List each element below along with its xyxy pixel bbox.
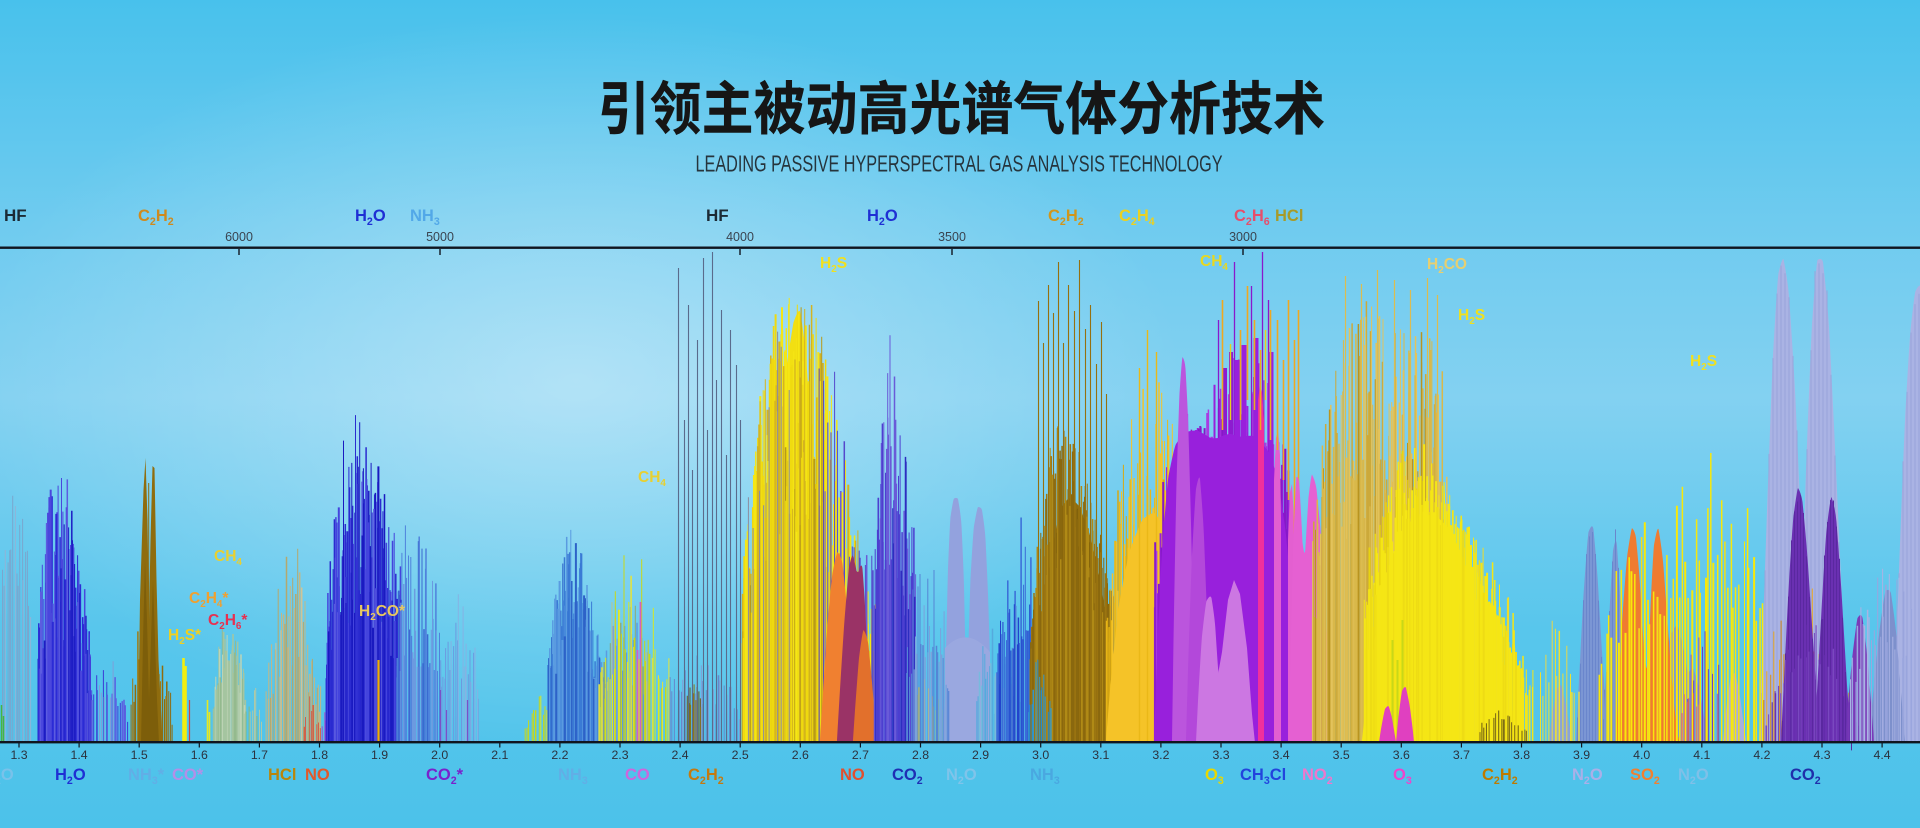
svg-text:2.2: 2.2	[551, 748, 568, 762]
svg-text:1.4: 1.4	[71, 748, 88, 762]
svg-text:NO2: NO2	[1302, 766, 1333, 787]
svg-text:3.6: 3.6	[1393, 748, 1410, 762]
svg-text:H2S: H2S	[1690, 353, 1717, 373]
svg-text:1.3: 1.3	[10, 748, 27, 762]
svg-text:C2H2: C2H2	[688, 766, 724, 787]
svg-text:NH3: NH3	[1030, 766, 1060, 787]
svg-text:5000: 5000	[426, 230, 454, 244]
svg-text:CO2: CO2	[892, 766, 923, 787]
svg-text:4.0: 4.0	[1633, 748, 1650, 762]
svg-text:1.7: 1.7	[251, 748, 268, 762]
svg-text:CH4: CH4	[638, 469, 666, 489]
svg-text:1.9: 1.9	[371, 748, 388, 762]
svg-text:1.5: 1.5	[131, 748, 148, 762]
svg-text:NH3: NH3	[558, 766, 588, 787]
svg-text:C2H4*: C2H4*	[189, 590, 229, 610]
svg-text:2O: 2O	[0, 766, 14, 787]
svg-text:3.2: 3.2	[1152, 748, 1169, 762]
svg-text:CO*: CO*	[172, 766, 204, 784]
svg-text:N2O: N2O	[1572, 766, 1603, 787]
svg-text:CO2: CO2	[1790, 766, 1821, 787]
svg-text:3.4: 3.4	[1273, 748, 1290, 762]
svg-text:2.3: 2.3	[611, 748, 628, 762]
svg-text:2.5: 2.5	[732, 748, 749, 762]
svg-text:4.1: 4.1	[1693, 748, 1710, 762]
svg-text:NO: NO	[305, 766, 330, 784]
svg-text:4.2: 4.2	[1753, 748, 1770, 762]
svg-text:3.1: 3.1	[1092, 748, 1109, 762]
svg-text:NH3: NH3	[410, 207, 440, 228]
svg-text:C2H2: C2H2	[1482, 766, 1518, 787]
svg-text:H2S*: H2S*	[168, 627, 202, 647]
svg-text:O3: O3	[1205, 766, 1224, 787]
svg-text:CH3Cl: CH3Cl	[1240, 766, 1286, 787]
svg-text:H2O: H2O	[355, 207, 386, 228]
svg-text:C2H2: C2H2	[1048, 207, 1084, 228]
svg-text:HCl: HCl	[268, 766, 296, 784]
svg-text:NO: NO	[840, 766, 865, 784]
svg-text:4.4: 4.4	[1874, 748, 1891, 762]
svg-text:3.5: 3.5	[1333, 748, 1350, 762]
svg-text:2.9: 2.9	[972, 748, 989, 762]
svg-text:3.8: 3.8	[1513, 748, 1530, 762]
svg-text:C2H4: C2H4	[1119, 207, 1155, 228]
svg-text:C2H2: C2H2	[138, 207, 174, 228]
svg-text:3000: 3000	[1229, 230, 1257, 244]
svg-text:C2H6: C2H6	[1234, 207, 1270, 228]
svg-text:SO2: SO2	[1630, 766, 1660, 787]
svg-text:H2O: H2O	[55, 766, 86, 787]
svg-text:H2CO*: H2CO*	[359, 603, 406, 623]
svg-text:2.8: 2.8	[912, 748, 929, 762]
svg-text:H2O: H2O	[867, 207, 898, 228]
svg-text:HF: HF	[706, 206, 729, 225]
svg-text:2.4: 2.4	[672, 748, 689, 762]
svg-text:H2CO: H2CO	[1427, 256, 1467, 276]
svg-text:CH4: CH4	[214, 548, 242, 568]
svg-text:CO: CO	[625, 766, 650, 784]
svg-text:O3: O3	[1393, 766, 1412, 787]
svg-text:C2H6*: C2H6*	[208, 612, 248, 632]
svg-text:CH4: CH4	[1200, 253, 1228, 273]
svg-text:3.7: 3.7	[1453, 748, 1470, 762]
svg-text:3500: 3500	[938, 230, 966, 244]
svg-text:2.6: 2.6	[792, 748, 809, 762]
svg-text:4.3: 4.3	[1813, 748, 1830, 762]
svg-text:N2O: N2O	[946, 766, 977, 787]
svg-text:N2O: N2O	[1678, 766, 1709, 787]
svg-text:3.3: 3.3	[1212, 748, 1229, 762]
svg-text:1.6: 1.6	[191, 748, 208, 762]
svg-text:3.9: 3.9	[1573, 748, 1590, 762]
svg-text:4000: 4000	[726, 230, 754, 244]
svg-text:HCl: HCl	[1275, 207, 1303, 225]
svg-text:2.7: 2.7	[852, 748, 869, 762]
svg-text:LEADING PASSIVE HYPERSPECTRAL: LEADING PASSIVE HYPERSPECTRAL GAS ANALYS…	[696, 152, 1223, 178]
svg-text:CO2*: CO2*	[426, 766, 464, 787]
svg-text:1.8: 1.8	[311, 748, 328, 762]
svg-text:H2S: H2S	[1458, 307, 1485, 327]
svg-text:2.0: 2.0	[431, 748, 448, 762]
svg-text:H2S: H2S	[820, 255, 847, 275]
svg-text:2.1: 2.1	[491, 748, 508, 762]
svg-text:HF: HF	[4, 206, 27, 225]
svg-text:NH3*: NH3*	[128, 766, 165, 787]
svg-text:6000: 6000	[225, 230, 253, 244]
svg-text:3.0: 3.0	[1032, 748, 1049, 762]
